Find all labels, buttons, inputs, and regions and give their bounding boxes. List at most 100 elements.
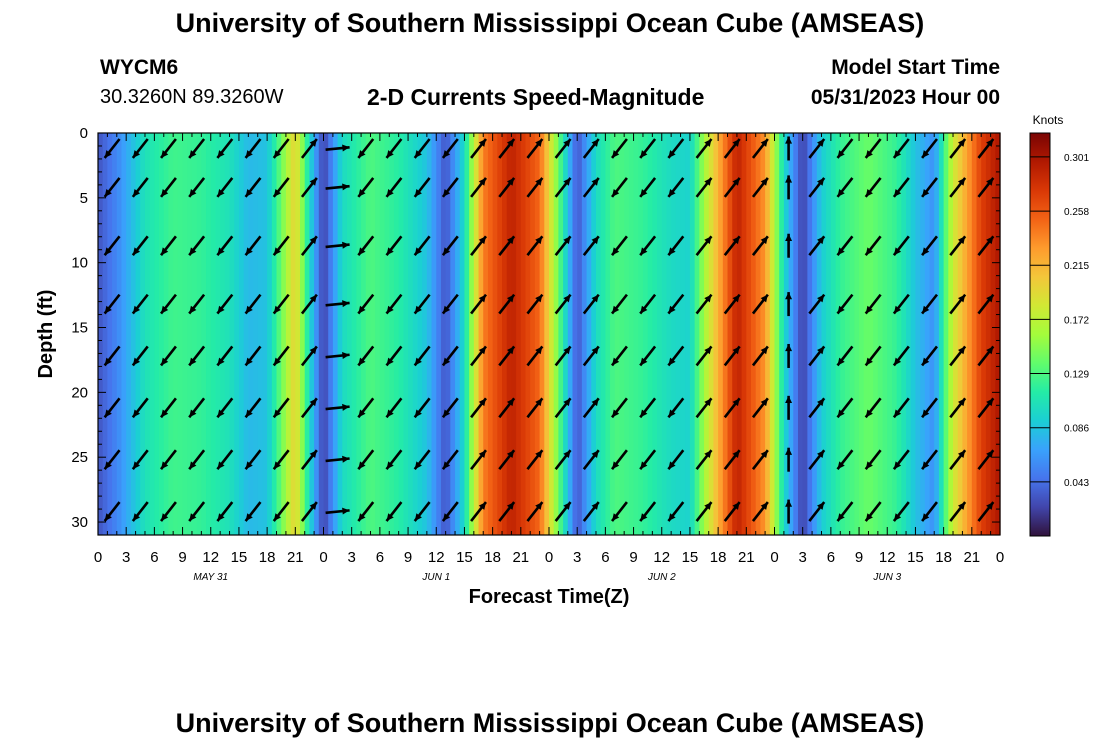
current-arrow-head	[273, 189, 281, 197]
heat-cell	[610, 133, 616, 535]
current-arrow-head	[217, 150, 225, 158]
current-arrow-head	[732, 450, 740, 459]
heat-cell	[539, 133, 545, 535]
current-arrow-head	[865, 409, 873, 418]
heat-cell	[896, 133, 902, 535]
current-arrow-head	[591, 450, 599, 459]
heat-cell	[826, 133, 832, 535]
heat-cell	[342, 133, 348, 535]
current-arrow-head	[414, 357, 422, 366]
heat-cell	[708, 133, 715, 535]
current-arrow-head	[161, 409, 169, 418]
colorbar: Knots 0.301 0.258 0.215 0.172 0.129 0.086 0.04…	[1029, 113, 1089, 537]
current-arrow-head	[273, 357, 281, 366]
heat-cell	[224, 133, 231, 535]
heat-cell	[332, 133, 339, 535]
heat-cell	[722, 133, 729, 535]
x-tick-label: 9	[404, 549, 412, 566]
current-arrow-head	[986, 450, 994, 459]
current-arrow-head	[760, 236, 768, 245]
heat-cell	[882, 133, 888, 535]
current-arrow-head	[785, 395, 793, 404]
heat-cell	[196, 133, 202, 535]
current-arrow-head	[817, 346, 825, 355]
current-arrow-head	[893, 461, 902, 470]
current-arrow-head	[760, 294, 768, 303]
heat-cell	[859, 133, 865, 535]
current-arrow-head	[358, 461, 366, 470]
heat-cell	[318, 133, 325, 535]
x-tick-label: 12	[653, 549, 670, 566]
heat-cell	[426, 133, 433, 535]
current-arrow-head	[563, 177, 571, 186]
heat-cell	[497, 133, 503, 535]
current-arrow-head	[309, 294, 317, 303]
current-arrow-head	[640, 409, 648, 418]
current-arrow-head	[817, 502, 825, 510]
current-arrow-head	[217, 305, 225, 314]
current-arrow-head	[245, 461, 253, 470]
heat-cell	[295, 133, 301, 535]
current-arrow-head	[189, 409, 197, 418]
current-arrow-head	[386, 513, 394, 522]
heat-cell	[793, 133, 799, 535]
current-arrow-head	[161, 247, 169, 256]
heat-cell	[967, 133, 973, 535]
heat-cell	[844, 133, 851, 535]
current-arrow-head	[535, 177, 543, 186]
heat-cell	[755, 133, 762, 535]
current-arrow-head	[704, 502, 712, 510]
current-arrow-head	[640, 150, 648, 158]
heat-cell	[520, 133, 527, 535]
x-tick-label: 6	[827, 549, 835, 566]
current-arrow-head	[217, 189, 225, 197]
x-tick-label: 3	[348, 549, 356, 566]
heat-cell	[985, 133, 992, 535]
heat-cell	[591, 133, 597, 535]
current-arrow-head	[161, 189, 169, 197]
heat-cell	[483, 133, 489, 535]
heat-cell	[271, 133, 278, 535]
current-arrow-head	[668, 150, 676, 158]
current-arrow-head	[104, 189, 112, 197]
heat-cell	[487, 133, 494, 535]
current-arrow-head	[612, 513, 620, 522]
current-arrow-head	[478, 346, 486, 355]
current-arrow-head	[386, 150, 394, 158]
x-tick-label: 0	[770, 549, 778, 566]
heat-cell	[417, 133, 423, 535]
current-arrow-head	[563, 450, 571, 459]
x-tick-label: 0	[996, 549, 1004, 566]
current-arrow-head	[273, 150, 281, 158]
heat-cell	[906, 133, 912, 535]
heat-cell	[243, 133, 249, 535]
current-arrow-head	[478, 294, 486, 303]
heat-cell	[469, 133, 475, 535]
heat-cell	[774, 133, 780, 535]
current-arrow-head	[358, 409, 366, 418]
current-arrow-head	[957, 139, 966, 147]
heat-cell	[187, 133, 193, 535]
colorbar-tick-label: 0.043	[1064, 478, 1089, 489]
current-arrow-head	[342, 241, 350, 249]
current-arrow-head	[189, 189, 197, 197]
current-arrow-head	[760, 502, 768, 510]
heat-cell	[257, 133, 264, 535]
date-label: JUN 3	[872, 572, 901, 583]
current-arrow-head	[386, 357, 394, 366]
current-arrow-head	[612, 305, 620, 314]
current-arrows	[103, 136, 995, 524]
current-arrow-head	[309, 398, 317, 407]
current-arrow-head	[591, 236, 599, 245]
current-arrow-head	[309, 346, 317, 355]
heat-cell	[502, 133, 508, 535]
y-axis-label: Depth (ft)	[35, 290, 57, 379]
current-arrow-head	[132, 150, 141, 158]
heat-cell	[300, 133, 306, 535]
heat-cell	[473, 133, 480, 535]
current-arrow-head	[245, 409, 253, 418]
heat-cell	[436, 133, 442, 535]
y-axis: 0 5 10 15 20 25 30	[71, 125, 1000, 536]
y-tick-label: 5	[80, 190, 88, 207]
heat-cell	[938, 133, 945, 535]
